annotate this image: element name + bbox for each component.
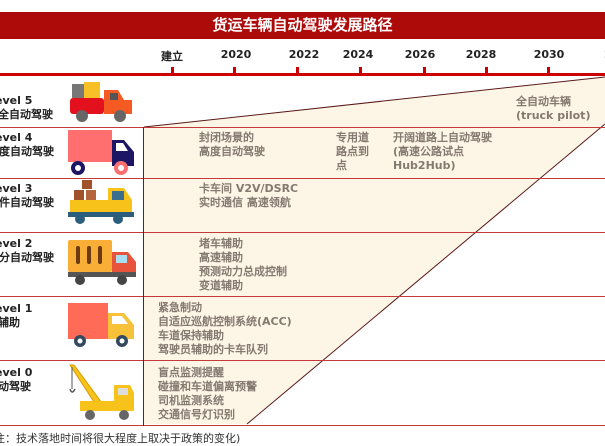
row-divider xyxy=(0,178,605,179)
milestone-line: 碰撞和车道偏离预警 xyxy=(158,380,257,393)
level-number: Level 2 xyxy=(0,237,33,250)
level-5-milestone: 全自动车辆 (truck pilot) xyxy=(516,95,590,123)
timeline-axis xyxy=(0,73,605,76)
column-divider xyxy=(143,127,144,426)
footnote: 注：技术落地时间将很大程度上取决于政策的变化) xyxy=(0,432,241,445)
milestone-line: 点 xyxy=(336,159,347,172)
milestone-line: 自适应巡航控制系统(ACC) xyxy=(158,315,292,328)
level-name: 全自动驾驶 xyxy=(0,108,53,121)
pickup-truck-icon xyxy=(70,82,132,122)
milestone-line: 交通信号灯识别 xyxy=(158,408,235,421)
milestone-line: 车道保持辅助 xyxy=(158,329,224,342)
milestone-line: (truck pilot) xyxy=(516,109,591,122)
level-name: 驾驶辅助 xyxy=(0,316,20,329)
level-4-milestone-open-road: 开阔道路上自动驾驶 (高速公路试点 Hub2Hub) xyxy=(393,131,492,173)
level-number: Level 4 xyxy=(0,131,33,144)
milestone-line: 驾驶员辅助的卡车队列 xyxy=(158,343,268,356)
timeline-tick xyxy=(547,67,550,74)
timeline-tick xyxy=(423,67,426,74)
delivery-truck-icon xyxy=(68,303,134,347)
level-name: 高度自动驾驶 xyxy=(0,145,54,158)
timeline-tick xyxy=(485,67,488,74)
level-4-milestone-dedicated: 专用道 路点到点 xyxy=(336,131,369,173)
box-truck-icon xyxy=(68,130,134,175)
milestone-line: 预测动力总成控制 xyxy=(199,265,287,278)
timeline-tick xyxy=(171,67,174,74)
level-4-milestone-closed: 封闭场景的 高度自动驾驶 xyxy=(199,131,265,159)
milestone-line: 实时通信 高速领航 xyxy=(199,196,291,209)
level-number: Level 0 xyxy=(0,366,33,379)
milestone-line: 盲点监测提醒 xyxy=(158,366,224,379)
timeline-label: 建立 xyxy=(161,50,183,63)
milestone-line: Hub2Hub) xyxy=(393,159,456,172)
level-name: 条件自动驾驶 xyxy=(0,196,54,209)
milestone-line: (高速公路试点 xyxy=(393,145,465,158)
level-number: Level 5 xyxy=(0,94,33,107)
milestone-line: 封闭场景的 xyxy=(199,131,254,144)
milestone-line: 卡车间 V2V/DSRC xyxy=(199,182,299,195)
crane-truck-icon xyxy=(69,364,134,420)
level-1-milestone: 紧急制动 自适应巡航控制系统(ACC) 车道保持辅助 驾驶员辅助的卡车队列 xyxy=(158,301,292,357)
timeline-label: 2028 xyxy=(465,48,497,61)
milestone-line: 开阔道路上自动驾驶 xyxy=(393,131,492,144)
timeline-tick xyxy=(359,67,362,74)
row-divider xyxy=(0,127,605,128)
level-3-milestone: 卡车间 V2V/DSRC 实时通信 高速领航 xyxy=(199,182,298,210)
diagram-title: 货运车辆自动驾驶发展路径 xyxy=(0,12,605,39)
level-0-milestone: 盲点监测提醒 碰撞和车道偏离预警 司机监测系统 交通信号灯识别 xyxy=(158,366,257,422)
level-2-milestone: 堵车辅助 高速辅助 预测动力总成控制 变道辅助 xyxy=(199,237,287,293)
row-divider xyxy=(0,296,605,297)
milestone-line: 堵车辅助 xyxy=(199,237,243,250)
timeline-label: 2030 xyxy=(533,48,565,61)
level-name: 无自动驾驶 xyxy=(0,380,31,393)
row-divider xyxy=(0,360,605,361)
milestone-line: 专用道 xyxy=(336,131,369,144)
timeline-label: 2020 xyxy=(220,48,252,61)
milestone-line: 全自动车辆 xyxy=(516,95,571,108)
milestone-line: 高速辅助 xyxy=(199,251,243,264)
milestone-line: 路点到 xyxy=(336,145,369,158)
timeline-tick xyxy=(296,67,299,74)
milestone-line: 高度自动驾驶 xyxy=(199,145,265,158)
timeline-tick xyxy=(233,67,236,74)
level-number: Level 3 xyxy=(0,182,33,195)
level-2-label: Level 2部分自动驾驶 xyxy=(0,237,54,265)
timeline-label: 2026 xyxy=(404,48,436,61)
container-truck-icon xyxy=(68,240,136,285)
level-1-label: Level 1驾驶辅助 xyxy=(0,302,32,330)
timeline-label: 2022 xyxy=(288,48,320,61)
row-divider xyxy=(0,425,605,426)
level-3-label: Level 3条件自动驾驶 xyxy=(0,182,54,210)
milestone-line: 司机监测系统 xyxy=(158,394,224,407)
milestone-line: 变道辅助 xyxy=(199,279,243,292)
milestone-line: 紧急制动 xyxy=(158,301,202,314)
level-name: 部分自动驾驶 xyxy=(0,251,54,264)
level-4-label: Level 4高度自动驾驶 xyxy=(0,131,54,159)
cargo-truck-icon xyxy=(68,180,134,224)
timeline-label: 2024 xyxy=(342,48,374,61)
level-number: Level 1 xyxy=(0,302,33,315)
level-0-label: Level 0无自动驾驶 xyxy=(0,366,32,394)
row-divider xyxy=(0,232,605,233)
